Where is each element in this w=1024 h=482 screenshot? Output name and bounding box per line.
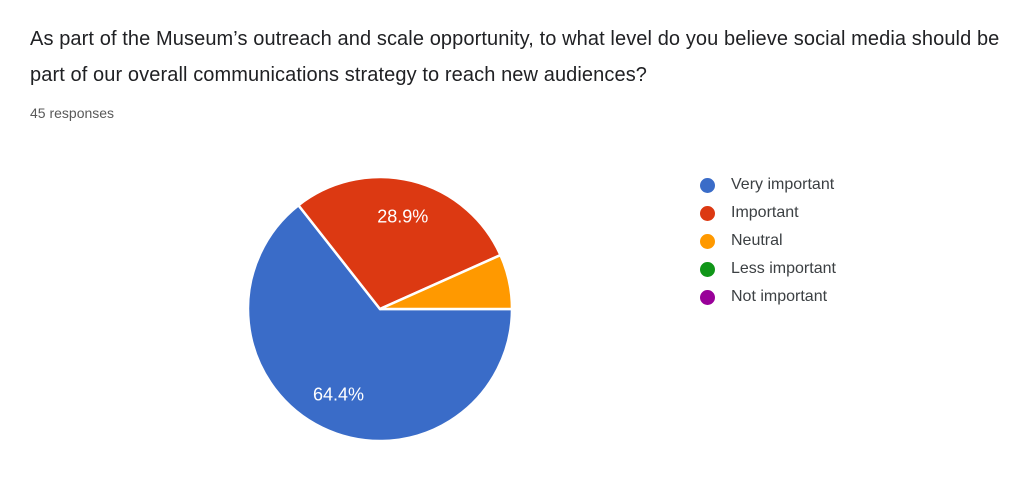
question-title: As part of the Museum’s outreach and sca… bbox=[30, 28, 1000, 86]
legend-swatch-icon bbox=[700, 261, 715, 277]
legend-swatch-icon bbox=[700, 177, 715, 193]
legend-label: Not important bbox=[731, 288, 828, 305]
legend-label: Important bbox=[731, 204, 799, 221]
legend-item: Not important bbox=[700, 283, 836, 311]
legend-swatch-icon bbox=[700, 205, 715, 221]
legend-label: Neutral bbox=[731, 232, 783, 249]
pie-slice-important[interactable] bbox=[297, 175, 502, 311]
chart-legend: Very important Important Neutral Less im… bbox=[700, 171, 836, 311]
legend-item: Less important bbox=[700, 255, 836, 283]
pie-slice-very-important[interactable] bbox=[246, 203, 514, 443]
legend-swatch-icon bbox=[700, 233, 715, 249]
legend-item: Important bbox=[700, 199, 836, 227]
legend-item: Neutral bbox=[700, 227, 836, 255]
legend-label: Very important bbox=[731, 176, 835, 193]
response-count: 45 responses bbox=[30, 105, 115, 121]
pie-slice-neutral[interactable] bbox=[378, 253, 514, 311]
legend-swatch-icon bbox=[700, 289, 715, 305]
legend-item: Very important bbox=[700, 171, 836, 199]
legend-label: Less important bbox=[731, 260, 836, 277]
